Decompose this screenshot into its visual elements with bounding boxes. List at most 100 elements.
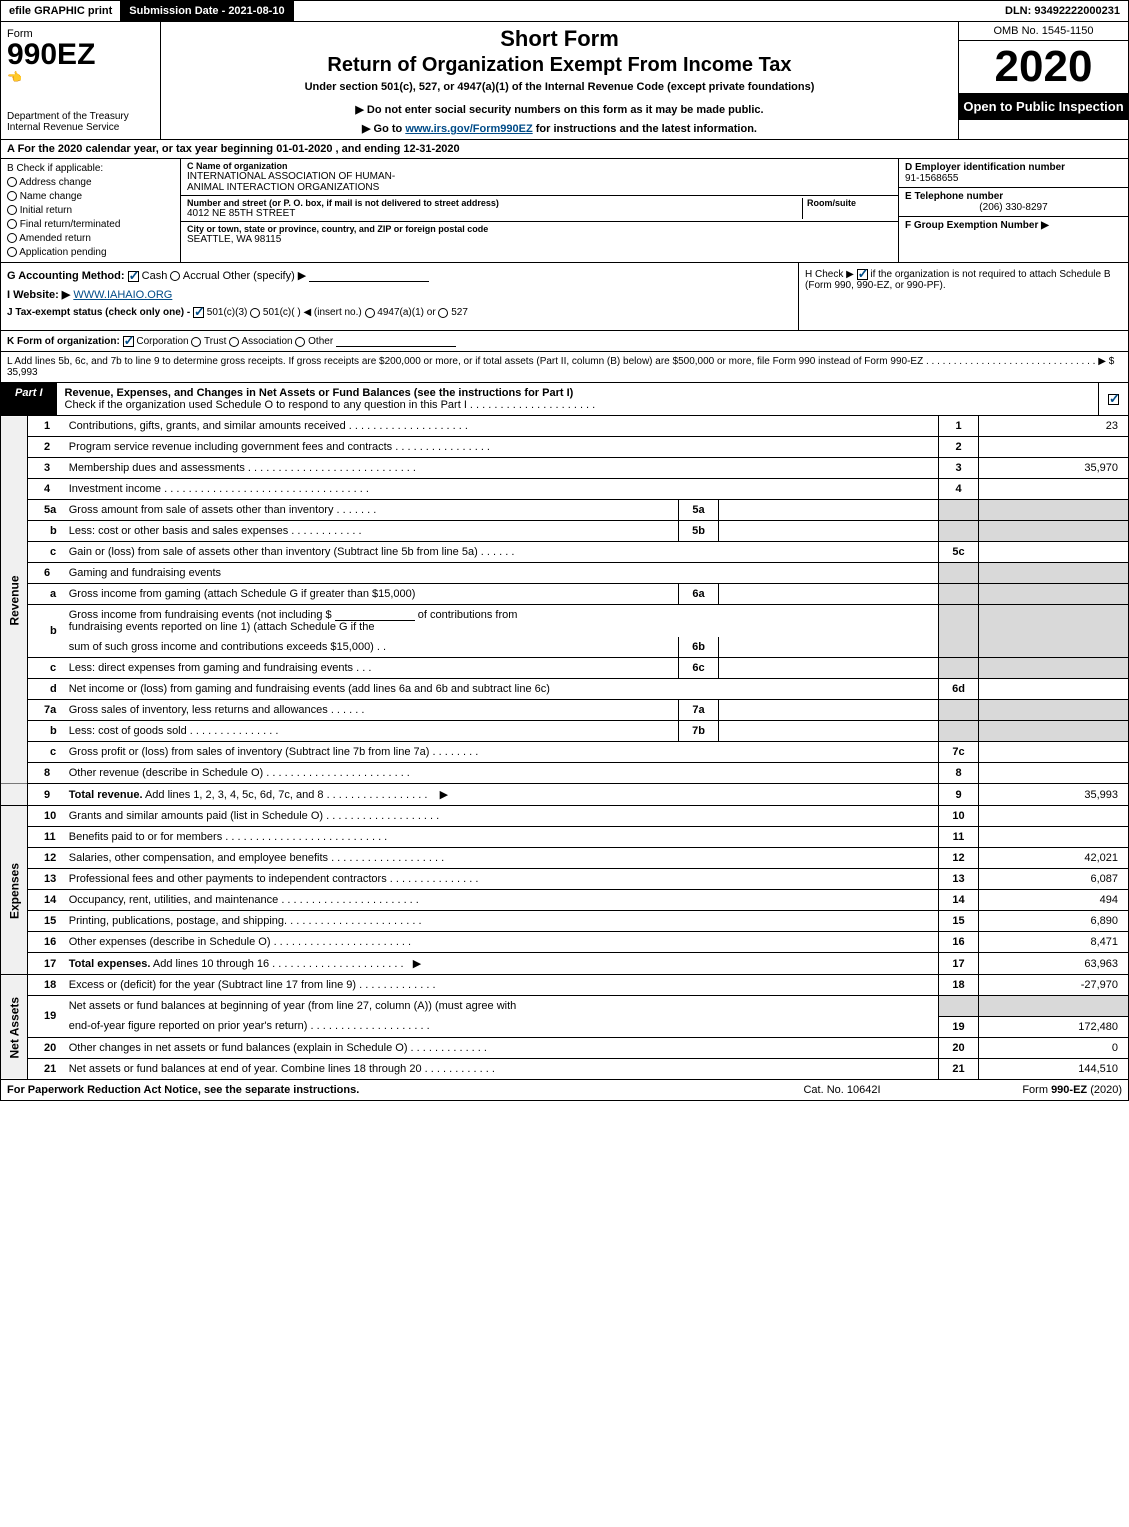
chk-name-change[interactable]: Name change	[7, 191, 174, 202]
l6d-desc: Net income or (loss) from gaming and fun…	[69, 683, 550, 695]
header-mid: Short Form Return of Organization Exempt…	[161, 22, 958, 139]
col-def: D Employer identification number 91-1568…	[898, 159, 1128, 262]
l15-ln: 15	[939, 911, 979, 932]
l21-amt: 144,510	[979, 1058, 1129, 1079]
website-link[interactable]: WWW.IAHAIO.ORG	[73, 289, 172, 301]
l15-num: 15	[28, 911, 63, 932]
c-city-val: SEATTLE, WA 98115	[187, 234, 892, 245]
part1-title-text: Revenue, Expenses, and Changes in Net As…	[65, 387, 574, 399]
l19-amt: 172,480	[979, 1016, 1129, 1037]
k-label: K Form of organization:	[7, 336, 120, 347]
l5a-desc: Gross amount from sale of assets other t…	[69, 504, 334, 516]
h-text1: H Check ▶	[805, 269, 857, 280]
l7c-desc: Gross profit or (loss) from sales of inv…	[69, 746, 430, 758]
header-right: OMB No. 1545-1150 2020 Open to Public In…	[958, 22, 1128, 139]
l12-num: 12	[28, 848, 63, 869]
g-cash-label: Cash	[142, 270, 168, 282]
j-4947[interactable]: 4947(a)(1) or	[365, 307, 436, 318]
row-k: K Form of organization: Corporation Trus…	[0, 331, 1129, 352]
line-6c: c Less: direct expenses from gaming and …	[1, 658, 1129, 679]
l13-num: 13	[28, 869, 63, 890]
chk-initial-return[interactable]: Initial return	[7, 205, 174, 216]
part1-schedule-o-check[interactable]	[1098, 383, 1128, 415]
line-15: 15 Printing, publications, postage, and …	[1, 911, 1129, 932]
l6c-subval	[719, 658, 939, 679]
l17-amt: 63,963	[979, 953, 1129, 975]
note-link: ▶ Go to www.irs.gov/Form990EZ for instru…	[169, 122, 950, 135]
line-17: 17 Total expenses. Add lines 10 through …	[1, 953, 1129, 975]
j-501c3[interactable]: 501(c)(3)	[193, 307, 247, 318]
g-cash[interactable]: Cash	[128, 270, 168, 282]
l6d-num: d	[28, 679, 63, 700]
l20-num: 20	[28, 1037, 63, 1058]
l6b-blank[interactable]	[335, 609, 415, 621]
chk-amended-return[interactable]: Amended return	[7, 233, 174, 244]
footer-right-post: (2020)	[1087, 1084, 1122, 1096]
l7a-subval	[719, 700, 939, 721]
l14-desc: Occupancy, rent, utilities, and maintena…	[69, 894, 279, 906]
l5b-subval	[719, 521, 939, 542]
k-trust[interactable]: Trust	[191, 336, 226, 347]
l12-ln: 12	[939, 848, 979, 869]
chk-address-change[interactable]: Address change	[7, 177, 174, 188]
l5a-subval	[719, 500, 939, 521]
j-label: J Tax-exempt status (check only one) -	[7, 307, 193, 318]
b-head: B Check if applicable:	[7, 163, 174, 174]
k-other[interactable]: Other	[295, 336, 333, 347]
l6a-num: a	[28, 584, 63, 605]
g-other[interactable]: Other (specify) ▶	[223, 270, 307, 282]
help-icon[interactable]: 👈	[7, 70, 154, 84]
l8-num: 8	[28, 763, 63, 784]
line-6a: a Gross income from gaming (attach Sched…	[1, 584, 1129, 605]
j-527[interactable]: 527	[438, 307, 467, 318]
j-501c[interactable]: 501(c)( ) ◀ (insert no.)	[250, 307, 362, 318]
l14-amt: 494	[979, 890, 1129, 911]
l19-num: 19	[28, 996, 63, 1038]
chk-final-return[interactable]: Final return/terminated	[7, 219, 174, 230]
h-checkbox[interactable]	[857, 269, 868, 280]
l6c-sub: 6c	[679, 658, 719, 679]
l9-desc-bold: Total revenue.	[69, 789, 143, 801]
k-corp[interactable]: Corporation	[123, 336, 189, 347]
footer-right-bold: 990-EZ	[1051, 1084, 1087, 1096]
line-3: 3 Membership dues and assessments . . . …	[1, 458, 1129, 479]
l6b-num: b	[28, 605, 63, 658]
k-assoc[interactable]: Association	[229, 336, 292, 347]
k-other-blank[interactable]	[336, 335, 456, 347]
k-assoc-label: Association	[241, 336, 292, 347]
l5a-num: 5a	[28, 500, 63, 521]
chk-application-pending[interactable]: Application pending	[7, 247, 174, 258]
block-bcdef: B Check if applicable: Address change Na…	[0, 159, 1129, 263]
c-name-val1: INTERNATIONAL ASSOCIATION OF HUMAN-	[187, 171, 892, 182]
e-tel-label: E Telephone number	[905, 191, 1122, 202]
g-accrual-label: Accrual	[183, 270, 220, 282]
line-2: 2 Program service revenue including gove…	[1, 437, 1129, 458]
l14-ln: 14	[939, 890, 979, 911]
c-room-label: Room/suite	[807, 198, 892, 208]
block-ghij: G Accounting Method: Cash Accrual Other …	[0, 263, 1129, 331]
l16-ln: 16	[939, 932, 979, 953]
title-subtitle: Under section 501(c), 527, or 4947(a)(1)…	[169, 81, 950, 93]
l19-amt-shade	[979, 996, 1129, 1017]
submission-date-tab: Submission Date - 2021-08-10	[121, 1, 293, 21]
title-short: Short Form	[169, 26, 950, 52]
l10-desc: Grants and similar amounts paid (list in…	[69, 810, 323, 822]
footer-left: For Paperwork Reduction Act Notice, see …	[7, 1084, 742, 1096]
l6a-amt-shade	[979, 584, 1129, 605]
d-ein-label: D Employer identification number	[905, 162, 1122, 173]
efile-tab[interactable]: efile GRAPHIC print	[1, 1, 121, 21]
l12-desc: Salaries, other compensation, and employ…	[69, 852, 328, 864]
g-other-blank[interactable]	[309, 270, 429, 282]
footer-right-pre: Form	[1022, 1084, 1051, 1096]
g-accrual[interactable]: Accrual	[170, 270, 219, 282]
irs-link[interactable]: www.irs.gov/Form990EZ	[405, 123, 532, 135]
l16-desc: Other expenses (describe in Schedule O)	[69, 936, 271, 948]
l21-ln: 21	[939, 1058, 979, 1079]
l15-amt: 6,890	[979, 911, 1129, 932]
l4-ln: 4	[939, 479, 979, 500]
l6b-desc2: fundraising events reported on line 1) (…	[69, 621, 375, 633]
l5c-desc: Gain or (loss) from sale of assets other…	[69, 546, 478, 558]
l6b-sub: 6b	[679, 637, 719, 658]
l6-num: 6	[28, 563, 63, 584]
l6a-subval	[719, 584, 939, 605]
